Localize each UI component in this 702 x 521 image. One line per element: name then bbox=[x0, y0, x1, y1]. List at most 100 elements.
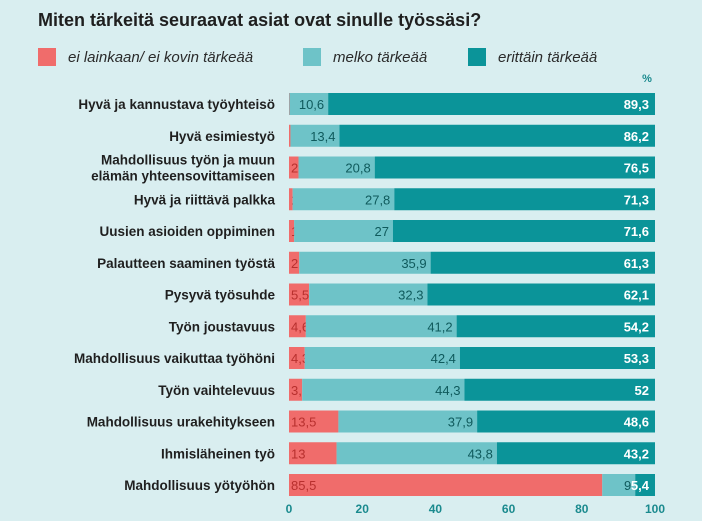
bar-segment-not-important bbox=[289, 188, 293, 211]
unit-label: % bbox=[642, 73, 652, 85]
bar-segment-fairly-important bbox=[298, 156, 375, 179]
bar-segment-not-important bbox=[289, 347, 305, 369]
data-label-fairly-important: 10,6 bbox=[299, 97, 324, 112]
bar-segment-fairly-important bbox=[294, 220, 393, 242]
x-tick-label: 80 bbox=[575, 502, 589, 516]
category-label: Uusien asioiden oppiminen bbox=[99, 224, 275, 239]
legend-label-very-important: erittäin tärkeää bbox=[498, 48, 598, 66]
data-label-not-important: 4,6 bbox=[291, 319, 309, 334]
data-label-very-important: 48,6 bbox=[624, 415, 649, 430]
data-label-very-important: 5,4 bbox=[631, 478, 650, 493]
data-label-fairly-important: 27 bbox=[374, 224, 388, 239]
bar-segment-very-important bbox=[392, 220, 655, 242]
bar-segment-very-important bbox=[477, 410, 655, 433]
bar-segment-fairly-important bbox=[602, 474, 636, 496]
category-label: Työn vaihtelevuus bbox=[158, 383, 275, 398]
x-tick-label: 100 bbox=[645, 502, 665, 516]
category-label: Ihmisläheinen työ bbox=[161, 446, 275, 461]
data-label-fairly-important: 9 bbox=[624, 478, 631, 493]
bar-segment-not-important bbox=[289, 410, 339, 433]
data-label-very-important: 53,3 bbox=[624, 351, 649, 366]
data-label-fairly-important: 37,9 bbox=[448, 415, 473, 430]
data-label-fairly-important: 13,4 bbox=[310, 129, 335, 144]
legend-item-not-important: ei lainkaan/ ei kovin tärkeää bbox=[38, 48, 253, 66]
bar-segment-fairly-important bbox=[290, 124, 340, 147]
bar-segment-not-important bbox=[289, 220, 295, 242]
legend-label-fairly-important: melko tärkeää bbox=[333, 48, 428, 66]
category-label: Palautteen saaminen työstä bbox=[97, 256, 275, 271]
bar-segment-not-important bbox=[289, 315, 306, 338]
category-label: Pysyvä työsuhde bbox=[165, 288, 276, 303]
bar-segment-very-important bbox=[339, 124, 655, 147]
legend-item-very-important: erittäin tärkeää bbox=[468, 48, 597, 66]
data-label-very-important: 54,2 bbox=[624, 319, 649, 334]
bar-segment-fairly-important bbox=[299, 251, 431, 274]
bar-segment-fairly-important bbox=[309, 283, 428, 306]
legend-item-fairly-important: melko tärkeää bbox=[303, 48, 427, 66]
data-label-very-important: 62,1 bbox=[624, 288, 649, 303]
data-label-fairly-important: 35,9 bbox=[401, 256, 426, 271]
bar-segment-fairly-important bbox=[289, 93, 329, 115]
bar-segment-very-important bbox=[464, 378, 655, 401]
bar-segment-fairly-important bbox=[338, 410, 478, 433]
data-label-very-important: 89,3 bbox=[624, 97, 649, 112]
bar-segment-not-important bbox=[289, 124, 291, 147]
bar-segment-fairly-important bbox=[292, 188, 395, 211]
data-label-fairly-important: 44,3 bbox=[435, 383, 460, 398]
category-label: Mahdollisuus työn ja muun bbox=[101, 153, 275, 168]
legend-swatch-fairly-important bbox=[303, 48, 321, 66]
data-label-not-important: 13 bbox=[291, 446, 305, 461]
bar-segment-not-important bbox=[289, 93, 290, 115]
x-tick-label: 40 bbox=[429, 502, 443, 516]
data-label-very-important: 86,2 bbox=[624, 129, 649, 144]
category-label: Hyvä ja riittävä palkka bbox=[134, 192, 276, 207]
data-label-fairly-important: 42,4 bbox=[431, 351, 456, 366]
category-label: Mahdollisuus urakehitykseen bbox=[87, 415, 275, 430]
data-label-very-important: 71,6 bbox=[624, 224, 649, 239]
bar-segment-fairly-important bbox=[302, 378, 465, 401]
legend-label-not-important: ei lainkaan/ ei kovin tärkeää bbox=[68, 48, 254, 66]
data-label-very-important: 76,5 bbox=[624, 161, 649, 176]
category-label: Hyvä esimiestyö bbox=[169, 129, 275, 144]
bar-segment-very-important bbox=[496, 442, 655, 465]
bar-segment-not-important bbox=[289, 156, 299, 179]
data-label-very-important: 61,3 bbox=[624, 256, 649, 271]
data-label-very-important: 43,2 bbox=[624, 446, 649, 461]
bar-segment-not-important bbox=[289, 442, 337, 465]
chart-title: Miten tärkeitä seuraavat asiat ovat sinu… bbox=[38, 10, 482, 30]
bar-segment-not-important bbox=[289, 251, 300, 274]
bar-segment-very-important bbox=[394, 188, 655, 211]
bar-segment-very-important bbox=[635, 474, 655, 496]
bar-segment-fairly-important bbox=[304, 347, 460, 369]
category-label: Mahdollisuus vaikuttaa työhöni bbox=[74, 351, 275, 366]
data-label-very-important: 52 bbox=[635, 383, 649, 398]
bar-segment-not-important bbox=[289, 474, 603, 496]
category-label: Mahdollisuus yötyöhön bbox=[124, 478, 275, 493]
bar-segment-very-important bbox=[456, 315, 655, 338]
bar-segment-very-important bbox=[430, 251, 655, 274]
data-label-fairly-important: 32,3 bbox=[398, 288, 423, 303]
legend-swatch-not-important bbox=[38, 48, 56, 66]
legend-swatch-very-important bbox=[468, 48, 486, 66]
bar-segment-fairly-important bbox=[305, 315, 457, 338]
bar-segment-not-important bbox=[289, 283, 310, 306]
data-label-not-important: 4,3 bbox=[291, 351, 309, 366]
category-label: Hyvä ja kannustava työyhteisö bbox=[78, 97, 275, 112]
data-label-fairly-important: 27,8 bbox=[365, 192, 390, 207]
data-label-fairly-important: 43,8 bbox=[468, 446, 493, 461]
x-tick-label: 60 bbox=[502, 502, 516, 516]
data-label-fairly-important: 41,2 bbox=[427, 319, 452, 334]
x-tick-label: 0 bbox=[286, 502, 293, 516]
bar-segment-very-important bbox=[427, 283, 655, 306]
data-label-very-important: 71,3 bbox=[624, 192, 649, 207]
bar-segment-very-important bbox=[374, 156, 655, 179]
x-tick-label: 20 bbox=[356, 502, 370, 516]
data-label-not-important: 13,5 bbox=[291, 415, 316, 430]
bar-segment-very-important bbox=[328, 93, 655, 115]
data-label-not-important: 85,5 bbox=[291, 478, 316, 493]
bar-segment-not-important bbox=[289, 378, 303, 401]
category-label: Työn joustavuus bbox=[169, 319, 275, 334]
legend: ei lainkaan/ ei kovin tärkeää melko tärk… bbox=[38, 48, 678, 70]
bar-segment-fairly-important bbox=[336, 442, 497, 465]
